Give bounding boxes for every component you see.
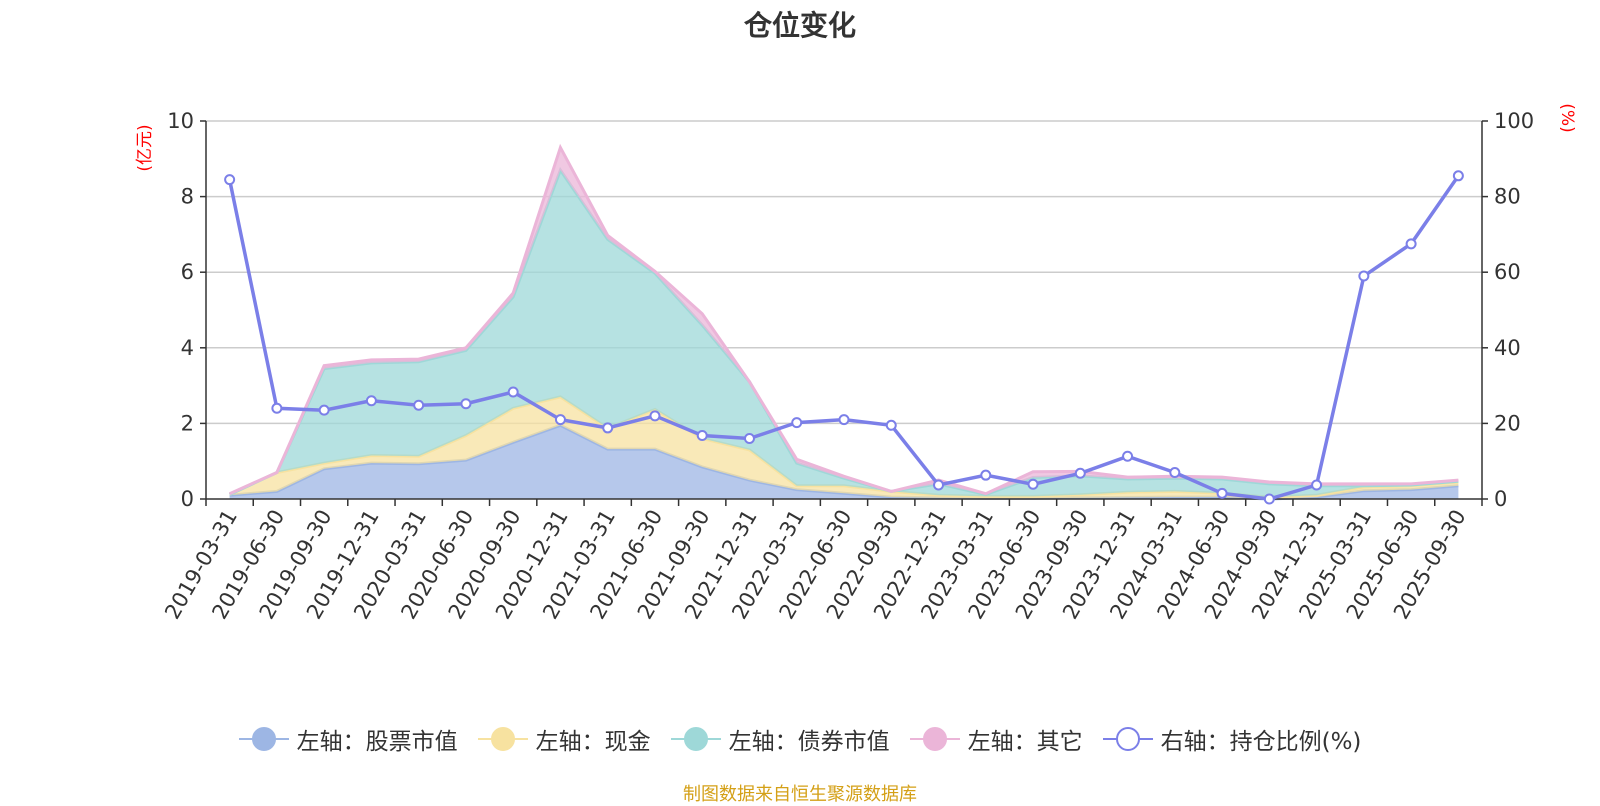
legend-marker-icon bbox=[670, 727, 721, 751]
legend-marker-icon bbox=[1102, 727, 1153, 751]
ratio-point[interactable] bbox=[743, 433, 755, 445]
legend-marker-icon bbox=[477, 727, 528, 751]
left-axis-tick-label: 10 bbox=[167, 109, 194, 133]
legend-label: 右轴：持仓比例(%) bbox=[1160, 729, 1362, 755]
ratio-point[interactable] bbox=[1122, 450, 1134, 462]
right-axis-unit: (%) bbox=[1557, 103, 1577, 132]
left-axis-tick-label: 0 bbox=[181, 487, 194, 511]
data-source-note: 制图数据来自恒生聚源数据库 bbox=[683, 784, 917, 805]
area-series bbox=[228, 143, 1459, 501]
ratio-point[interactable] bbox=[1263, 493, 1275, 505]
legend-item[interactable]: 左轴：现金 bbox=[477, 722, 651, 756]
ratio-point[interactable] bbox=[980, 469, 992, 481]
left-axis-tick-label: 8 bbox=[181, 185, 194, 209]
ratio-point[interactable] bbox=[1169, 467, 1181, 479]
legend-label: 左轴：现金 bbox=[535, 729, 651, 755]
legend: 左轴：股票市值 左轴：现金 左轴：债券市值 左轴：其它 右轴：持仓比例(%) bbox=[0, 722, 1600, 758]
legend-item[interactable]: 左轴：债券市值 bbox=[670, 722, 890, 756]
ratio-point[interactable] bbox=[224, 174, 236, 186]
area-edge bbox=[228, 143, 1459, 496]
area-fill bbox=[229, 425, 1459, 499]
ratio-point[interactable] bbox=[318, 404, 330, 416]
chart-title: 仓位变化 bbox=[743, 9, 856, 42]
ratio-point[interactable] bbox=[602, 422, 614, 434]
right-axis-tick-label: 40 bbox=[1494, 336, 1521, 360]
ratio-point[interactable] bbox=[460, 398, 472, 410]
right-axis-tick-label: 80 bbox=[1494, 185, 1521, 209]
ratio-point[interactable] bbox=[1452, 170, 1464, 182]
area-fill bbox=[229, 396, 1459, 499]
area-fill bbox=[229, 170, 1459, 498]
right-axis-tick-label: 0 bbox=[1494, 487, 1507, 511]
ratio-point[interactable] bbox=[271, 402, 283, 414]
chart-area: 02468100204060801002019-03-312019-06-302… bbox=[135, 103, 1577, 623]
ratio-point[interactable] bbox=[933, 479, 945, 491]
ratio-point[interactable] bbox=[507, 386, 519, 398]
ratio-point[interactable] bbox=[413, 399, 425, 411]
ratio-point[interactable] bbox=[838, 414, 850, 426]
ratio-point[interactable] bbox=[649, 410, 661, 422]
legend-item[interactable]: 左轴：股票市值 bbox=[238, 722, 458, 756]
right-axis-tick-label: 20 bbox=[1494, 411, 1521, 435]
ratio-point[interactable] bbox=[1358, 270, 1370, 282]
legend-item[interactable]: 左轴：其它 bbox=[909, 722, 1083, 756]
ratio-point[interactable] bbox=[885, 419, 897, 431]
left-axis-tick-label: 4 bbox=[181, 336, 194, 360]
right-axis-tick-label: 100 bbox=[1494, 109, 1534, 133]
ratio-point[interactable] bbox=[696, 429, 708, 441]
left-axis-tick-label: 6 bbox=[181, 260, 194, 284]
ratio-point[interactable] bbox=[791, 417, 803, 429]
ratio-point[interactable] bbox=[1311, 479, 1323, 491]
ratio-line bbox=[224, 170, 1464, 505]
ratio-point[interactable] bbox=[554, 414, 566, 426]
ratio-point[interactable] bbox=[1405, 238, 1417, 250]
legend-label: 左轴：其它 bbox=[967, 729, 1083, 755]
ratio-point[interactable] bbox=[1074, 467, 1086, 479]
left-axis-unit: (亿元) bbox=[135, 124, 155, 171]
ratio-point[interactable] bbox=[1216, 487, 1228, 499]
legend-marker-icon bbox=[238, 727, 289, 751]
legend-label: 左轴：股票市值 bbox=[296, 729, 458, 755]
ratio-point[interactable] bbox=[365, 395, 377, 407]
legend-label: 左轴：债券市值 bbox=[728, 729, 890, 755]
left-axis-tick-label: 2 bbox=[181, 411, 194, 435]
legend-marker-icon bbox=[909, 727, 960, 751]
ratio-point[interactable] bbox=[1027, 478, 1039, 490]
right-axis-tick-label: 60 bbox=[1494, 260, 1521, 284]
legend-item[interactable]: 右轴：持仓比例(%) bbox=[1102, 722, 1362, 756]
